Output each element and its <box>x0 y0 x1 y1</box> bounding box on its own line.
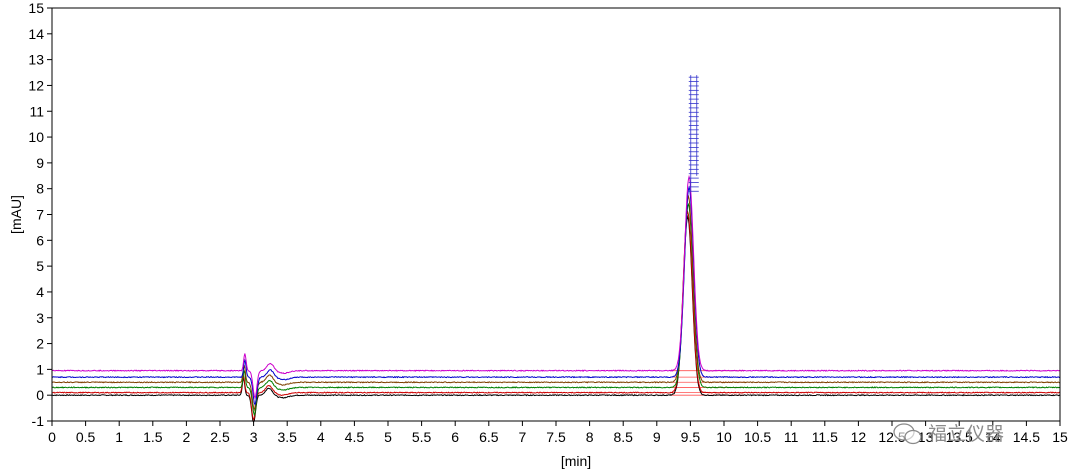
x-tick-label: 12 <box>851 429 867 445</box>
y-tick-label: 6 <box>36 232 44 248</box>
x-tick-label: 4.5 <box>345 429 365 445</box>
trace-4 <box>51 185 1061 406</box>
x-tick-label: 5 <box>384 429 392 445</box>
x-tick-label: 15 <box>1052 429 1068 445</box>
y-tick-label: 4 <box>36 284 44 300</box>
x-tick-label: 10.5 <box>744 429 771 445</box>
x-tick-label: 7.5 <box>546 429 566 445</box>
y-tick-label: 10 <box>28 129 44 145</box>
x-tick-label: 5.5 <box>412 429 432 445</box>
x-tick-label: 0.5 <box>76 429 96 445</box>
watermark-text: 福立仪器 <box>928 423 1004 445</box>
x-tick-label: 14 <box>985 429 1001 445</box>
x-tick-label: 6 <box>451 429 459 445</box>
x-tick-label: 8 <box>586 429 594 445</box>
x-tick-label: 3.5 <box>277 429 297 445</box>
x-tick-label: 9.5 <box>681 429 701 445</box>
x-tick-label: 1.5 <box>143 429 163 445</box>
x-tick-label: 11.5 <box>812 429 838 445</box>
trace-5 <box>51 174 1061 400</box>
trace-1 <box>51 210 1061 421</box>
x-tick-label: 0 <box>48 429 56 445</box>
y-tick-label: 5 <box>36 258 44 274</box>
y-tick-label: 3 <box>36 310 44 326</box>
x-tick-label: 3 <box>250 429 258 445</box>
x-tick-label: 13 <box>918 429 934 445</box>
x-tick-label: 8.5 <box>613 429 633 445</box>
watermark: 福立仪器 <box>893 423 1004 445</box>
y-axis-title: [mAU] <box>8 195 24 234</box>
x-tick-label: 13.5 <box>946 429 973 445</box>
y-tick-label: 7 <box>36 207 44 223</box>
y-tick-label: 14 <box>28 26 44 42</box>
x-tick-label: 10 <box>716 429 732 445</box>
x-tick-label: 2 <box>183 429 191 445</box>
y-tick-label: 1 <box>36 361 44 377</box>
y-tick-label: 15 <box>28 0 44 16</box>
x-tick-label: 4 <box>317 429 325 445</box>
x-tick-label: 2.5 <box>210 429 230 445</box>
y-tick-label: 12 <box>28 77 44 93</box>
wechat-icon-bubble <box>904 429 922 445</box>
plot-frame <box>51 7 1061 422</box>
trace-0 <box>51 214 1061 423</box>
y-tick-label: -1 <box>32 413 45 429</box>
y-tick-label: 2 <box>36 336 44 352</box>
plot-area <box>51 75 1061 423</box>
x-tick-label: 14.5 <box>1013 429 1040 445</box>
y-tick-label: 13 <box>28 52 44 68</box>
x-tick-label: 1 <box>115 429 123 445</box>
x-tick-label: 9 <box>653 429 661 445</box>
y-tick-label: 9 <box>36 155 44 171</box>
x-tick-label: 11 <box>784 429 799 445</box>
trace-2 <box>51 202 1061 417</box>
x-tick-label: 7 <box>519 429 527 445</box>
y-tick-label: 0 <box>36 387 44 403</box>
x-tick-label: 6.5 <box>479 429 499 445</box>
x-axis-title: [min] <box>561 453 591 469</box>
y-tick-label: 8 <box>36 181 44 197</box>
y-tick-label: 11 <box>29 103 44 119</box>
trace-3 <box>51 194 1061 412</box>
